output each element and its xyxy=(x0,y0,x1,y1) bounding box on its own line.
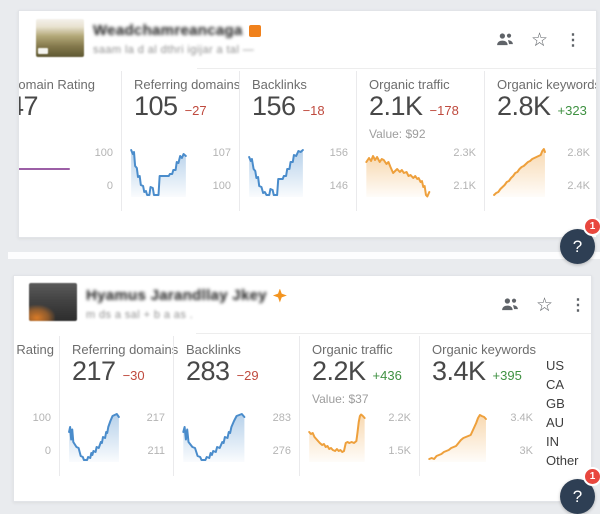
sparkline-chart xyxy=(493,147,546,197)
metric-value: 2.1K xyxy=(369,91,423,121)
axis-labels: 2.3K 2.1K xyxy=(453,147,476,192)
metric-label: Backlinks xyxy=(252,77,307,92)
axis-labels: 217 211 xyxy=(146,412,165,457)
favorite-star-icon[interactable]: ☆ xyxy=(531,30,549,51)
country-list: US CA GB AU IN Other xyxy=(546,356,579,470)
site-thumbnail xyxy=(36,19,84,57)
favorite-star-icon[interactable]: ☆ xyxy=(536,295,554,316)
more-menu-icon[interactable]: ⋮ xyxy=(565,31,582,49)
axis-labels: 2.8K 2.4K xyxy=(567,147,590,192)
metric-column-organic-traffic: Organic traffic 2.1K −178 Value: $92 2.3… xyxy=(356,71,484,211)
metric-subvalue: Value: $92 xyxy=(369,127,426,141)
metric-change: −18 xyxy=(302,103,325,118)
orange-badge-icon xyxy=(248,24,261,37)
header-divider xyxy=(197,68,596,69)
metric-label: Organic keywords xyxy=(432,342,537,357)
axis-labels: 100 0 xyxy=(94,147,113,192)
metric-change: −27 xyxy=(184,103,207,118)
metric-value: 156 xyxy=(252,91,296,121)
metric-label: Organic traffic xyxy=(312,342,393,357)
metric-label: Backlinks xyxy=(186,342,241,357)
metric-label: Organic keywords xyxy=(497,77,597,92)
sparkline-chart xyxy=(130,147,187,197)
sparkline-chart xyxy=(248,147,304,197)
page-gap xyxy=(8,252,600,259)
axis-labels: 3.4K 3K xyxy=(510,412,533,457)
metric-label: Organic traffic xyxy=(369,77,450,92)
axis-labels: 156 146 xyxy=(329,147,348,192)
sparkline-chart xyxy=(18,147,69,197)
metric-column-organic-keywords: Organic keywords 2.8K +323 2.8K 2.4K xyxy=(484,71,597,211)
site-subtitle-obscured: m ds a sal + b a as . xyxy=(86,309,194,321)
users-icon[interactable] xyxy=(501,297,519,315)
metric-value: 283 xyxy=(186,356,230,386)
users-icon[interactable] xyxy=(496,32,514,50)
notification-badge: 1 xyxy=(583,467,600,486)
metric-label: Referring domains xyxy=(134,77,241,92)
notification-badge: 1 xyxy=(583,217,600,236)
country-item: Other xyxy=(546,453,579,468)
country-item: AU xyxy=(546,415,565,430)
sparkline-chart xyxy=(428,412,489,462)
site-thumbnail xyxy=(29,283,77,321)
sparkline-chart xyxy=(68,412,121,462)
axis-labels: 100 0 xyxy=(32,412,51,457)
metric-change: +395 xyxy=(492,368,522,383)
country-item: GB xyxy=(546,396,565,411)
metric-change: +436 xyxy=(372,368,402,383)
metric-change: +323 xyxy=(557,103,587,118)
metric-column-backlinks: Backlinks 156 −18 156 146 xyxy=(239,71,356,211)
sparkline-chart xyxy=(182,412,247,462)
site-subtitle-obscured: saam la d al dthri igijar a tal — xyxy=(93,44,255,56)
axis-labels: 2.2K 1.5K xyxy=(388,412,411,457)
site-title-obscured[interactable]: Hyamus Jarandllay Jkey xyxy=(86,287,267,304)
metric-label: Domain Rating xyxy=(14,342,54,357)
country-item: US xyxy=(546,358,565,373)
metric-column-organic-keywords: Organic keywords 3.4K +395 3.4K 3K xyxy=(419,336,541,476)
metric-change: −30 xyxy=(122,368,145,383)
more-menu-icon[interactable]: ⋮ xyxy=(570,296,587,314)
metric-value: 2.8K xyxy=(497,91,551,121)
metric-column-backlinks: Backlinks 283 −29 283 276 xyxy=(173,336,299,476)
axis-labels: 283 276 xyxy=(272,412,291,457)
metric-column-referring-domains: Referring domains 105 −27 107 100 xyxy=(121,71,241,211)
metric-change: −178 xyxy=(429,103,459,118)
country-item: IN xyxy=(546,434,559,449)
metric-change: −29 xyxy=(236,368,259,383)
site-overview-card-1: Weadchamreancaga saam la d al dthri igij… xyxy=(18,10,597,238)
metric-label: Referring domains xyxy=(72,342,179,357)
site-title-obscured[interactable]: Weadchamreancaga xyxy=(93,22,243,39)
sparkline-chart xyxy=(365,147,432,197)
metric-value: 47 xyxy=(19,91,39,121)
metric-value: 105 xyxy=(134,91,178,121)
metric-column-referring-domains: Referring domains 217 −30 217 211 xyxy=(59,336,178,476)
metric-value: 217 xyxy=(72,356,116,386)
metric-column-organic-traffic: Organic traffic 2.2K +436 Value: $37 2.2… xyxy=(299,336,419,476)
metric-value: 3.4K xyxy=(432,356,486,386)
orange-star-icon xyxy=(272,288,287,303)
axis-labels: 107 100 xyxy=(212,147,231,192)
site-overview-card-2: Hyamus Jarandllay Jkey m ds a sal + b a … xyxy=(13,275,592,502)
sparkline-chart xyxy=(308,412,367,462)
header-divider xyxy=(196,333,591,334)
metric-label: Domain Rating xyxy=(18,77,95,92)
metric-subvalue: Value: $37 xyxy=(312,392,369,406)
metric-value: 2.2K xyxy=(312,356,366,386)
country-item: CA xyxy=(546,377,565,392)
